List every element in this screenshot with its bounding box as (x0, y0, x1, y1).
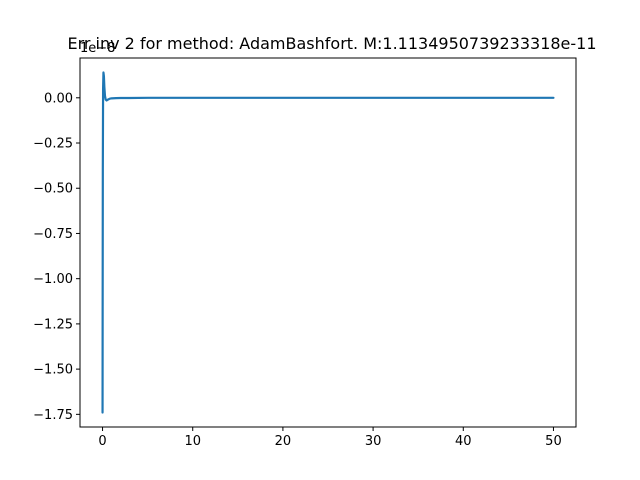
y-tick-label: −0.25 (33, 137, 73, 152)
x-tick-label: 20 (275, 434, 292, 449)
y-tick-label: −1.75 (33, 408, 73, 423)
y-tick-label: 0.00 (44, 91, 73, 106)
x-tick-label: 50 (545, 434, 562, 449)
y-tick-label: −1.00 (33, 272, 73, 287)
series-line-0 (101, 71, 555, 414)
y-tick-label: −1.25 (33, 317, 73, 332)
y-tick-label: −1.50 (33, 363, 73, 378)
plot-area: 0 10 20 30 40 50 0.00 −0.25 −0.50 −0.75 −1.00 −1.25… (33, 57, 577, 449)
x-tick-label: 0 (98, 434, 106, 449)
x-tick-label: 40 (455, 434, 472, 449)
axes-frame (79, 57, 577, 428)
y-offset-label: 1e−8 (80, 41, 115, 56)
y-tick-label: −0.75 (33, 227, 73, 242)
x-tick-label: 10 (184, 434, 201, 449)
chart-title: Err inv 2 for method: AdamBashfort. M:1.… (67, 34, 596, 53)
x-tick-label: 30 (365, 434, 382, 449)
y-tick-label: −0.50 (33, 182, 73, 197)
